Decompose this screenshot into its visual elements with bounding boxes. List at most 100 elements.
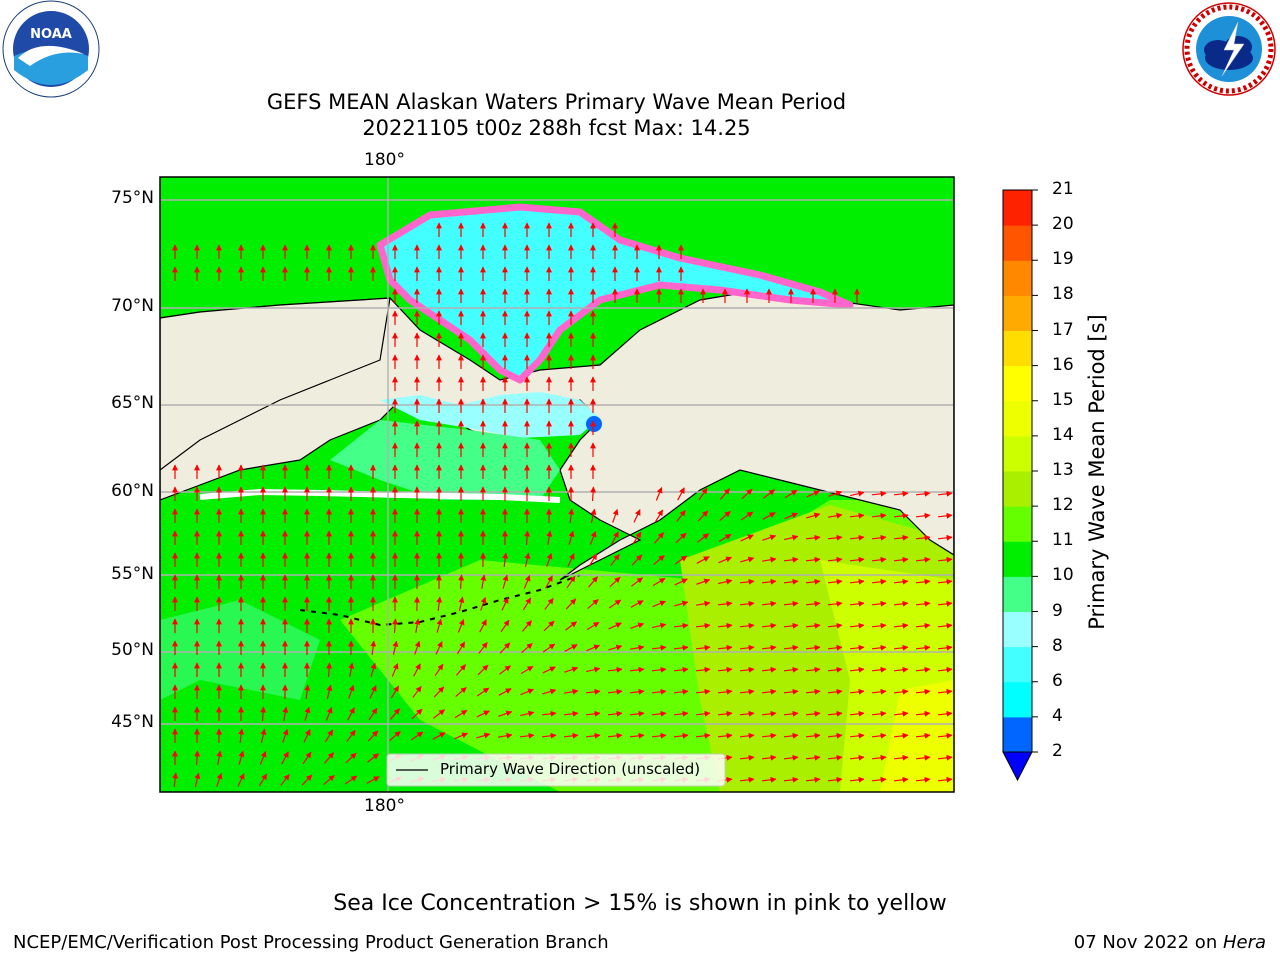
- wave-arrow: [498, 710, 513, 717]
- wave-arrow: [718, 578, 733, 585]
- wave-arrow: [937, 776, 953, 783]
- wave-arrow: [695, 666, 711, 673]
- wave-arrow: [434, 663, 444, 677]
- wave-arrow: [480, 574, 487, 589]
- wave-arrow: [390, 708, 400, 720]
- wave-arrow: [739, 710, 755, 717]
- wave-arrow: [410, 731, 424, 741]
- wave-arrow: [392, 618, 399, 634]
- wave-arrow: [586, 666, 601, 673]
- wave-arrow: [849, 710, 865, 717]
- wave-arrow: [915, 578, 931, 585]
- wave-arrow: [563, 732, 579, 739]
- wave-arrow: [761, 776, 777, 783]
- wave-arrow: [849, 776, 865, 783]
- wave-arrow: [501, 597, 509, 611]
- wave-arrow: [893, 622, 909, 629]
- wave-arrow: [871, 490, 887, 497]
- wave-arrow: [479, 619, 487, 633]
- legend-label: Primary Wave Direction (unscaled): [440, 760, 701, 778]
- wave-arrow: [761, 644, 777, 651]
- wave-arrow: [653, 555, 665, 565]
- wave-arrow: [674, 555, 688, 565]
- lightning-icon: [1221, 21, 1245, 77]
- wave-arrow: [304, 706, 311, 721]
- wave-arrow: [696, 600, 711, 607]
- wave-arrow: [741, 488, 753, 500]
- wave-arrow: [390, 685, 400, 699]
- wave-arrow: [783, 644, 799, 651]
- wave-arrow: [282, 728, 289, 743]
- wave-arrow: [565, 621, 578, 631]
- colorbar-swatch: [1003, 681, 1032, 718]
- wave-arrow: [477, 664, 489, 676]
- colorbar-tick-label: 2: [1052, 741, 1063, 761]
- wave-arrow: [937, 732, 953, 739]
- colorbar-tick-label: 15: [1052, 389, 1074, 410]
- colorbar-swatch: [1003, 365, 1032, 402]
- wave-arrow: [827, 534, 843, 541]
- wave-arrow: [761, 710, 777, 717]
- wave-arrow: [871, 534, 887, 541]
- wave-arrow: [871, 754, 887, 761]
- wave-arrow: [937, 754, 953, 761]
- wave-arrow: [893, 578, 909, 585]
- wave-arrow: [937, 666, 953, 673]
- wave-arrow: [325, 706, 333, 721]
- wave-arrow: [849, 600, 865, 607]
- wave-arrow: [411, 708, 423, 720]
- wave-arrow: [520, 688, 535, 696]
- wave-arrow: [607, 710, 623, 717]
- wave-arrow: [805, 644, 821, 651]
- credit-host: Hera: [1222, 932, 1266, 953]
- wave-arrow: [784, 512, 799, 520]
- wave-arrow: [194, 772, 201, 787]
- wave-arrow: [893, 556, 909, 563]
- wave-arrow: [915, 732, 931, 739]
- colorbar-tick-label: 18: [1052, 284, 1074, 305]
- wave-arrow: [630, 644, 645, 651]
- lon-label-bottom: 180°: [364, 796, 405, 816]
- wave-arrow: [476, 687, 490, 697]
- wave-arrow: [673, 666, 689, 673]
- wave-arrow: [761, 732, 777, 739]
- chart-title: GEFS MEAN Alaskan Waters Primary Wave Me…: [266, 90, 847, 114]
- wave-arrow: [676, 509, 686, 522]
- wave-arrow: [937, 644, 953, 651]
- wave-arrow: [348, 662, 355, 677]
- wave-arrow: [849, 578, 865, 585]
- wave-arrow: [436, 618, 443, 633]
- wave-arrow: [849, 666, 865, 673]
- colorbar-swatch: [1003, 225, 1032, 261]
- wave-arrow: [260, 728, 267, 743]
- wave-arrow: [740, 534, 754, 542]
- wave-arrow: [674, 600, 689, 607]
- wave-arrow: [761, 578, 777, 585]
- wave-arrow: [414, 640, 421, 655]
- wave-arrow: [761, 622, 777, 629]
- colorbar-tick-label: 10: [1052, 565, 1074, 586]
- colorbar-swatch: [1003, 471, 1032, 507]
- wave-arrow: [457, 618, 465, 633]
- wave-arrow: [761, 688, 777, 695]
- wave-arrow: [915, 710, 931, 717]
- wave-arrow: [915, 622, 931, 629]
- wave-arrow: [827, 688, 843, 695]
- wave-arrow: [652, 622, 667, 629]
- credit-left: NCEP/EMC/Verification Post Processing Pr…: [13, 932, 609, 953]
- wave-arrow: [500, 619, 510, 633]
- colorbar-tick-label: 8: [1052, 635, 1063, 656]
- wave-arrow: [893, 512, 909, 519]
- wave-arrow: [586, 644, 601, 652]
- wave-arrow: [827, 732, 843, 739]
- wave-arrow: [564, 644, 578, 652]
- wave-arrow: [739, 644, 755, 651]
- wave-arrow: [611, 531, 619, 545]
- map-legend: [386, 753, 726, 787]
- wave-arrow: [827, 600, 843, 607]
- colorbar-swatch: [1003, 576, 1032, 612]
- wave-arrow: [520, 665, 534, 675]
- wave-arrow: [585, 688, 601, 695]
- wave-arrow: [696, 578, 711, 585]
- wave-arrow: [871, 732, 887, 739]
